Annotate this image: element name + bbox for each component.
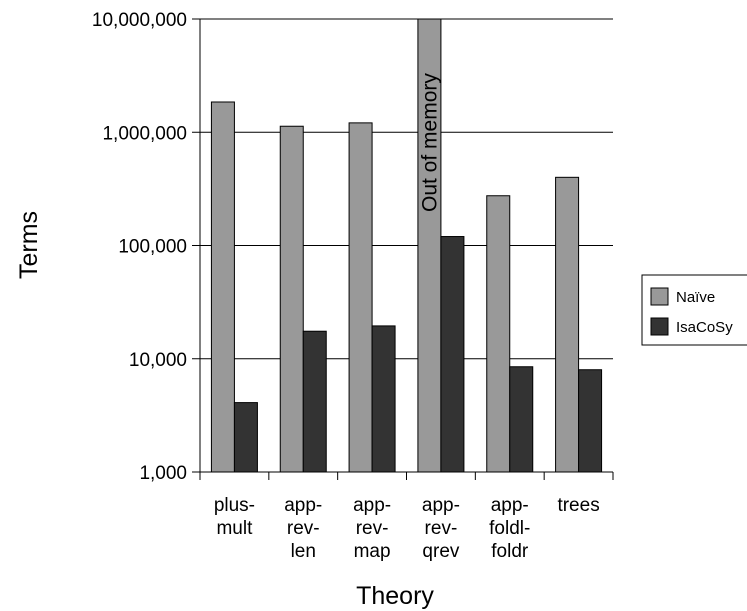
bar-isacosy [578, 369, 603, 473]
bar-isacosy [440, 236, 465, 473]
y-tick-label: 10,000 [129, 350, 187, 371]
x-tick-label: app- [491, 495, 529, 516]
x-axis-title: Theory [356, 582, 434, 610]
bar-naive [555, 176, 580, 473]
bar-naive [348, 122, 373, 473]
x-tick-labels: plus-mult app-rev-len app-rev-map app-rev-q… [214, 495, 600, 562]
y-axis-title: Terms [15, 211, 43, 279]
x-tick-label: foldl- [489, 518, 530, 539]
y-tick-label: 100,000 [118, 237, 187, 258]
y-tick-label: 10,000,000 [92, 10, 187, 31]
bar-naive [279, 125, 304, 473]
x-tick-label: mult [216, 518, 253, 539]
y-tick-label: 1,000,000 [102, 123, 187, 144]
x-tick-label: foldr [491, 541, 529, 562]
bar-isacosy [371, 325, 396, 473]
bar-isacosy [233, 402, 258, 473]
legend-swatch-isacosy [650, 317, 669, 336]
legend-label-naive: Naïve [676, 289, 715, 306]
x-tick-label: rev- [425, 518, 458, 539]
bar-naive [486, 195, 511, 473]
x-tick-label: app- [353, 495, 391, 516]
legend-swatch-naive [650, 287, 669, 306]
x-tick-label: plus- [214, 495, 255, 516]
bar-isacosy [302, 330, 327, 473]
x-tick-label: len [291, 541, 316, 562]
axes [192, 18, 614, 480]
x-tick-label: qrev [422, 541, 459, 562]
bar-isacosy [509, 366, 534, 473]
annotation-label: Out of memory [418, 73, 441, 212]
x-tick-label: rev- [356, 518, 389, 539]
x-tick-label: trees [557, 495, 599, 516]
legend-label-isacosy: IsaCoSy [676, 319, 733, 336]
annotations: Out of memory [418, 73, 441, 212]
x-tick-label: map [354, 541, 391, 562]
gridlines [200, 18, 613, 473]
bar-naive [210, 101, 235, 473]
y-tick-labels: 1,000 10,000 100,000 1,000,000 10,000,000 [92, 10, 187, 484]
x-tick-label: rev- [287, 518, 320, 539]
x-tick-label: app- [284, 495, 322, 516]
y-tick-label: 1,000 [139, 463, 187, 484]
legend: Naïve IsaCoSy [641, 274, 747, 346]
x-tick-label: app- [422, 495, 460, 516]
